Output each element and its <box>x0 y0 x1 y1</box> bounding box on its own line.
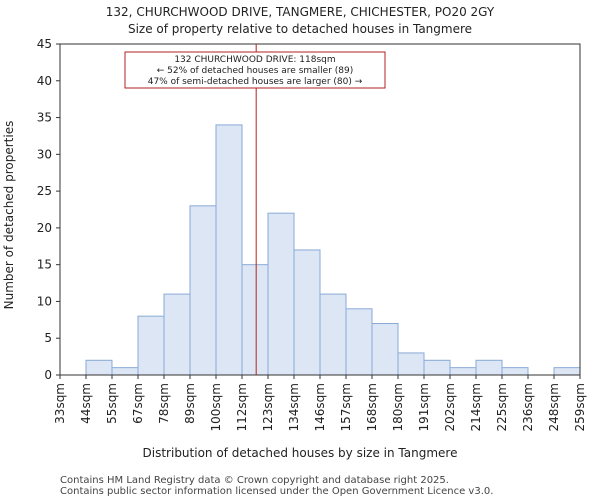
bar-78sqm <box>163 293 191 376</box>
y-tick-label: 25 <box>37 184 52 198</box>
bar-44sqm <box>85 359 113 376</box>
bar-180sqm <box>397 352 425 376</box>
bar-146sqm <box>319 293 347 376</box>
annotation-line-3: 47% of semi-detached houses are larger (… <box>148 77 363 87</box>
x-tick-label: 202sqm <box>443 383 457 431</box>
x-tick-label: 225sqm <box>495 383 509 431</box>
x-tick-label: 157sqm <box>339 383 353 431</box>
bar-89sqm <box>189 205 217 376</box>
x-tick-label: 191sqm <box>417 383 431 431</box>
x-tick-label: 259sqm <box>573 383 587 431</box>
bar-202sqm <box>449 367 477 376</box>
annotation-box: 132 CHURCHWOOD DRIVE: 118sqm ← 52% of de… <box>124 51 386 89</box>
x-tick-label: 168sqm <box>365 383 379 431</box>
x-tick-label: 33sqm <box>53 383 67 424</box>
y-tick-label: 20 <box>37 221 52 235</box>
bar-191sqm <box>423 359 451 376</box>
y-tick-label: 0 <box>44 368 52 382</box>
x-tick-label: 180sqm <box>391 383 405 431</box>
bar-168sqm <box>371 323 399 376</box>
x-tick-label: 123sqm <box>261 383 275 431</box>
y-axis: 0 5 10 15 20 25 30 35 40 45 <box>37 37 60 382</box>
bar-248sqm <box>553 367 581 376</box>
plot-frame <box>59 43 581 376</box>
chart-title: 132, CHURCHWOOD DRIVE, TANGMERE, CHICHES… <box>106 5 495 19</box>
x-tick-label: 89sqm <box>183 383 197 424</box>
x-tick-label: 78sqm <box>157 383 171 424</box>
y-tick-label: 45 <box>37 37 52 51</box>
bar-112sqm <box>241 264 269 376</box>
x-tick-label: 55sqm <box>105 383 119 424</box>
bar-123sqm <box>267 212 295 376</box>
y-tick-label: 35 <box>37 111 52 125</box>
bar-100sqm <box>215 124 243 376</box>
annotation-line-1: 132 CHURCHWOOD DRIVE: 118sqm <box>174 55 335 65</box>
bar-134sqm <box>293 249 321 376</box>
footer-line-2: Contains public sector information licen… <box>60 486 493 497</box>
y-tick-label: 30 <box>37 147 52 161</box>
x-tick-label: 67sqm <box>131 383 145 424</box>
x-tick-label: 214sqm <box>469 383 483 431</box>
bar-214sqm <box>475 359 503 376</box>
x-tick-label: 146sqm <box>313 383 327 431</box>
x-axis-label: Distribution of detached houses by size … <box>143 446 458 460</box>
x-tick-label: 248sqm <box>547 383 561 431</box>
bar-55sqm <box>111 367 139 376</box>
bar-157sqm <box>345 308 373 376</box>
y-tick-label: 10 <box>37 294 52 308</box>
bar-225sqm <box>501 367 529 376</box>
x-tick-label: 134sqm <box>287 383 301 431</box>
x-tick-label: 236sqm <box>521 383 535 431</box>
x-axis: 33sqm 44sqm 55sqm 67sqm 78sqm 89sqm 100sqm 112s… <box>53 375 587 431</box>
bars <box>85 124 581 376</box>
footer-line-1: Contains HM Land Registry data © Crown c… <box>60 475 449 486</box>
y-axis-label: Number of detached properties <box>2 121 16 310</box>
chart-subtitle: Size of property relative to detached ho… <box>128 22 472 36</box>
bar-67sqm <box>137 315 165 376</box>
x-tick-label: 112sqm <box>235 383 249 431</box>
annotation-frame <box>124 51 386 89</box>
y-tick-label: 5 <box>44 331 52 345</box>
x-tick-label: 100sqm <box>209 383 223 431</box>
annotation-line-2: ← 52% of detached houses are smaller (89… <box>157 66 354 76</box>
y-tick-label: 40 <box>37 74 52 88</box>
y-tick-label: 15 <box>37 258 52 272</box>
x-tick-label: 44sqm <box>79 383 93 424</box>
